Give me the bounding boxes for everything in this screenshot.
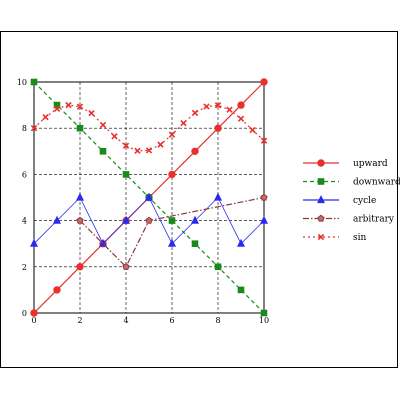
legend-label-downward: downward [353,178,400,188]
y-tick-label: 6 [22,170,27,179]
data-point-cycle [144,192,154,201]
data-point-downward [99,148,107,155]
data-point-cycle [259,215,269,224]
legend-marker-arbitrary [317,214,325,222]
data-point-upward [168,170,176,179]
data-point-arbitrary [260,193,268,201]
legend-marker-sin [317,233,325,241]
legend-label-arbitrary: arbitrary [353,215,395,225]
data-point-downward [237,286,245,294]
x-tick-label: 8 [215,316,220,325]
data-point-sin [53,105,61,112]
x-tick-label: 4 [123,316,128,325]
data-point-sin [168,131,176,138]
data-point-upward [260,78,268,86]
data-point-downward [168,217,176,224]
data-point-sin [260,137,268,144]
data-point-cycle [236,238,246,247]
data-point-sin [88,110,95,117]
data-point-sin [180,119,187,127]
data-point-downward [122,171,130,178]
data-point-cycle [52,215,62,224]
data-point-cycle [29,238,39,247]
data-point-downward [30,78,38,86]
data-point-sin [203,103,210,110]
data-point-sin [157,141,164,148]
legend-marker-cycle [316,195,326,204]
data-point-sin [65,101,72,109]
data-point-cycle [75,192,85,201]
y-tick-label: 0 [22,309,27,318]
data-point-downward [214,263,222,271]
data-point-cycle [167,238,177,247]
data-point-downward [260,309,268,317]
data-point-upward [53,286,61,294]
series-line-arbitrary [79,196,265,268]
data-point-arbitrary [76,216,84,224]
data-point-sin [30,125,38,132]
legend-label-cycle: cycle [353,196,376,206]
data-point-cycle [121,215,131,224]
legend-marker-downward [317,178,325,185]
data-point-sin [226,106,233,113]
data-point-upward [237,101,245,109]
x-tick-label: 10 [259,316,269,325]
series-line-sin [33,104,265,152]
data-point-cycle [213,192,223,201]
figure-frame [0,31,398,368]
x-tick-label: 6 [169,316,174,325]
y-tick-label: 4 [22,217,27,226]
data-point-upward [30,309,38,317]
y-tick-label: 10 [17,78,27,87]
data-point-sin [122,142,130,149]
data-point-sin [145,147,153,154]
data-point-sin [134,147,141,155]
data-point-sin [237,115,245,122]
data-point-upward [214,124,222,132]
data-point-sin [191,109,199,117]
legend-label-upward: upward [353,159,388,169]
y-tick-label: 8 [22,124,27,133]
legend-marker-upward [317,159,325,167]
data-point-sin [214,102,222,109]
data-point-downward [191,240,199,247]
data-point-sin [111,133,118,140]
data-point-sin [76,103,84,110]
data-point-arbitrary [145,216,153,224]
data-point-arbitrary [122,262,130,270]
data-point-upward [76,263,84,271]
data-point-upward [191,147,199,156]
data-point-sin [42,113,49,121]
legend-label-sin: sin [353,233,366,243]
y-tick-label: 2 [22,263,27,272]
x-tick-label: 2 [77,316,82,325]
x-tick-label: 0 [31,316,36,325]
data-point-downward [76,124,84,132]
data-point-sin [249,126,256,134]
data-point-cycle [190,215,200,224]
data-point-sin [99,121,107,129]
